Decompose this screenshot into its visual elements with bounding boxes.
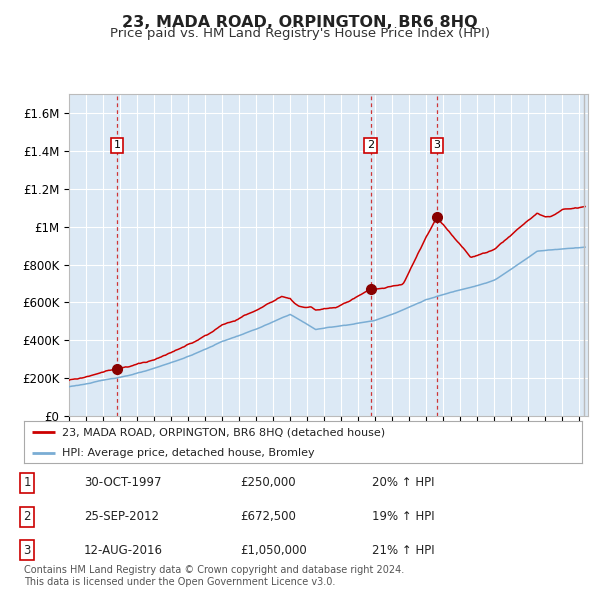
- Text: £1,050,000: £1,050,000: [240, 543, 307, 557]
- Text: 20% ↑ HPI: 20% ↑ HPI: [372, 476, 434, 490]
- Text: 2: 2: [23, 510, 31, 523]
- Text: 2: 2: [367, 140, 374, 150]
- Text: 23, MADA ROAD, ORPINGTON, BR6 8HQ: 23, MADA ROAD, ORPINGTON, BR6 8HQ: [122, 15, 478, 30]
- Text: £672,500: £672,500: [240, 510, 296, 523]
- Text: 3: 3: [23, 543, 31, 557]
- Text: Contains HM Land Registry data © Crown copyright and database right 2024.
This d: Contains HM Land Registry data © Crown c…: [24, 565, 404, 587]
- Text: 3: 3: [433, 140, 440, 150]
- Text: 23, MADA ROAD, ORPINGTON, BR6 8HQ (detached house): 23, MADA ROAD, ORPINGTON, BR6 8HQ (detac…: [62, 427, 385, 437]
- Text: 25-SEP-2012: 25-SEP-2012: [84, 510, 159, 523]
- Text: 21% ↑ HPI: 21% ↑ HPI: [372, 543, 434, 557]
- Text: 1: 1: [113, 140, 121, 150]
- Text: £250,000: £250,000: [240, 476, 296, 490]
- Text: 30-OCT-1997: 30-OCT-1997: [84, 476, 161, 490]
- Text: Price paid vs. HM Land Registry's House Price Index (HPI): Price paid vs. HM Land Registry's House …: [110, 27, 490, 40]
- Text: HPI: Average price, detached house, Bromley: HPI: Average price, detached house, Brom…: [62, 448, 314, 457]
- Text: 1: 1: [23, 476, 31, 490]
- Text: 19% ↑ HPI: 19% ↑ HPI: [372, 510, 434, 523]
- Text: 12-AUG-2016: 12-AUG-2016: [84, 543, 163, 557]
